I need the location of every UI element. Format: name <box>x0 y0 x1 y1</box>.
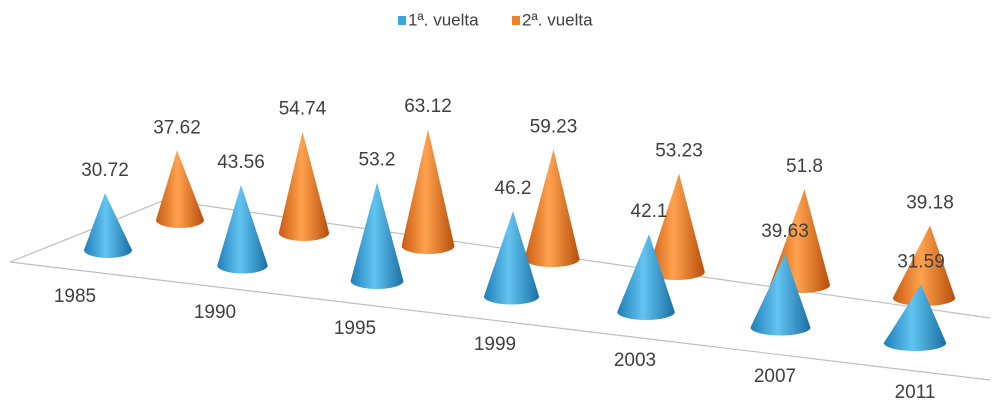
x-tick-label: 2003 <box>614 350 656 371</box>
legend-swatch <box>398 16 406 25</box>
cone <box>617 234 675 320</box>
data-label: 37.62 <box>153 117 201 138</box>
data-label: 31.59 <box>897 252 945 273</box>
cone <box>524 149 580 267</box>
data-label: 51.8 <box>786 156 823 177</box>
data-label: 59.23 <box>530 116 578 137</box>
cone <box>217 184 268 274</box>
legend-swatch <box>512 16 520 25</box>
data-label: 53.23 <box>655 141 703 162</box>
cone <box>483 211 540 305</box>
data-label: 30.72 <box>81 160 129 181</box>
cone <box>883 284 947 351</box>
x-tick-label: 1995 <box>334 318 376 339</box>
legend-label: 2ª. vuelta <box>522 10 593 29</box>
x-tick-label: 2007 <box>754 366 796 387</box>
cone <box>156 150 204 228</box>
data-label: 39.18 <box>906 193 954 214</box>
x-tick-label: 2011 <box>895 382 936 403</box>
data-label: 53.2 <box>359 150 396 171</box>
legend-label: 1ª. vuelta <box>408 10 479 29</box>
cone <box>647 173 705 280</box>
cone <box>750 254 811 336</box>
data-label: 54.74 <box>279 99 327 120</box>
data-label: 42.1 <box>631 201 668 222</box>
cone <box>401 129 455 254</box>
x-tick-label: 1990 <box>194 302 236 323</box>
cone <box>892 225 956 307</box>
x-tick-label: 1999 <box>474 334 516 355</box>
data-label: 46.2 <box>495 178 532 199</box>
data-label: 43.56 <box>217 152 265 173</box>
cone <box>278 131 330 242</box>
cone <box>350 182 404 289</box>
cone <box>84 193 132 258</box>
x-tick-label: 1985 <box>54 286 96 307</box>
data-label: 63.12 <box>404 96 452 117</box>
data-label: 39.63 <box>761 221 809 242</box>
